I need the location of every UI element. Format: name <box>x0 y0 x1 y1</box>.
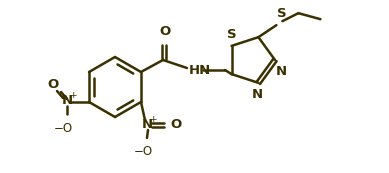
Text: +: + <box>149 116 157 125</box>
Text: N: N <box>276 65 287 78</box>
Text: −O: −O <box>53 122 73 135</box>
Text: +: + <box>69 92 77 101</box>
Text: O: O <box>170 117 181 130</box>
Text: N: N <box>61 94 73 107</box>
Text: S: S <box>227 28 237 41</box>
Text: O: O <box>47 78 59 90</box>
Text: S: S <box>277 7 287 20</box>
Text: HN: HN <box>189 63 211 76</box>
Text: N: N <box>252 88 263 101</box>
Text: N: N <box>142 119 152 131</box>
Text: −O: −O <box>133 145 152 158</box>
Text: O: O <box>159 25 171 38</box>
